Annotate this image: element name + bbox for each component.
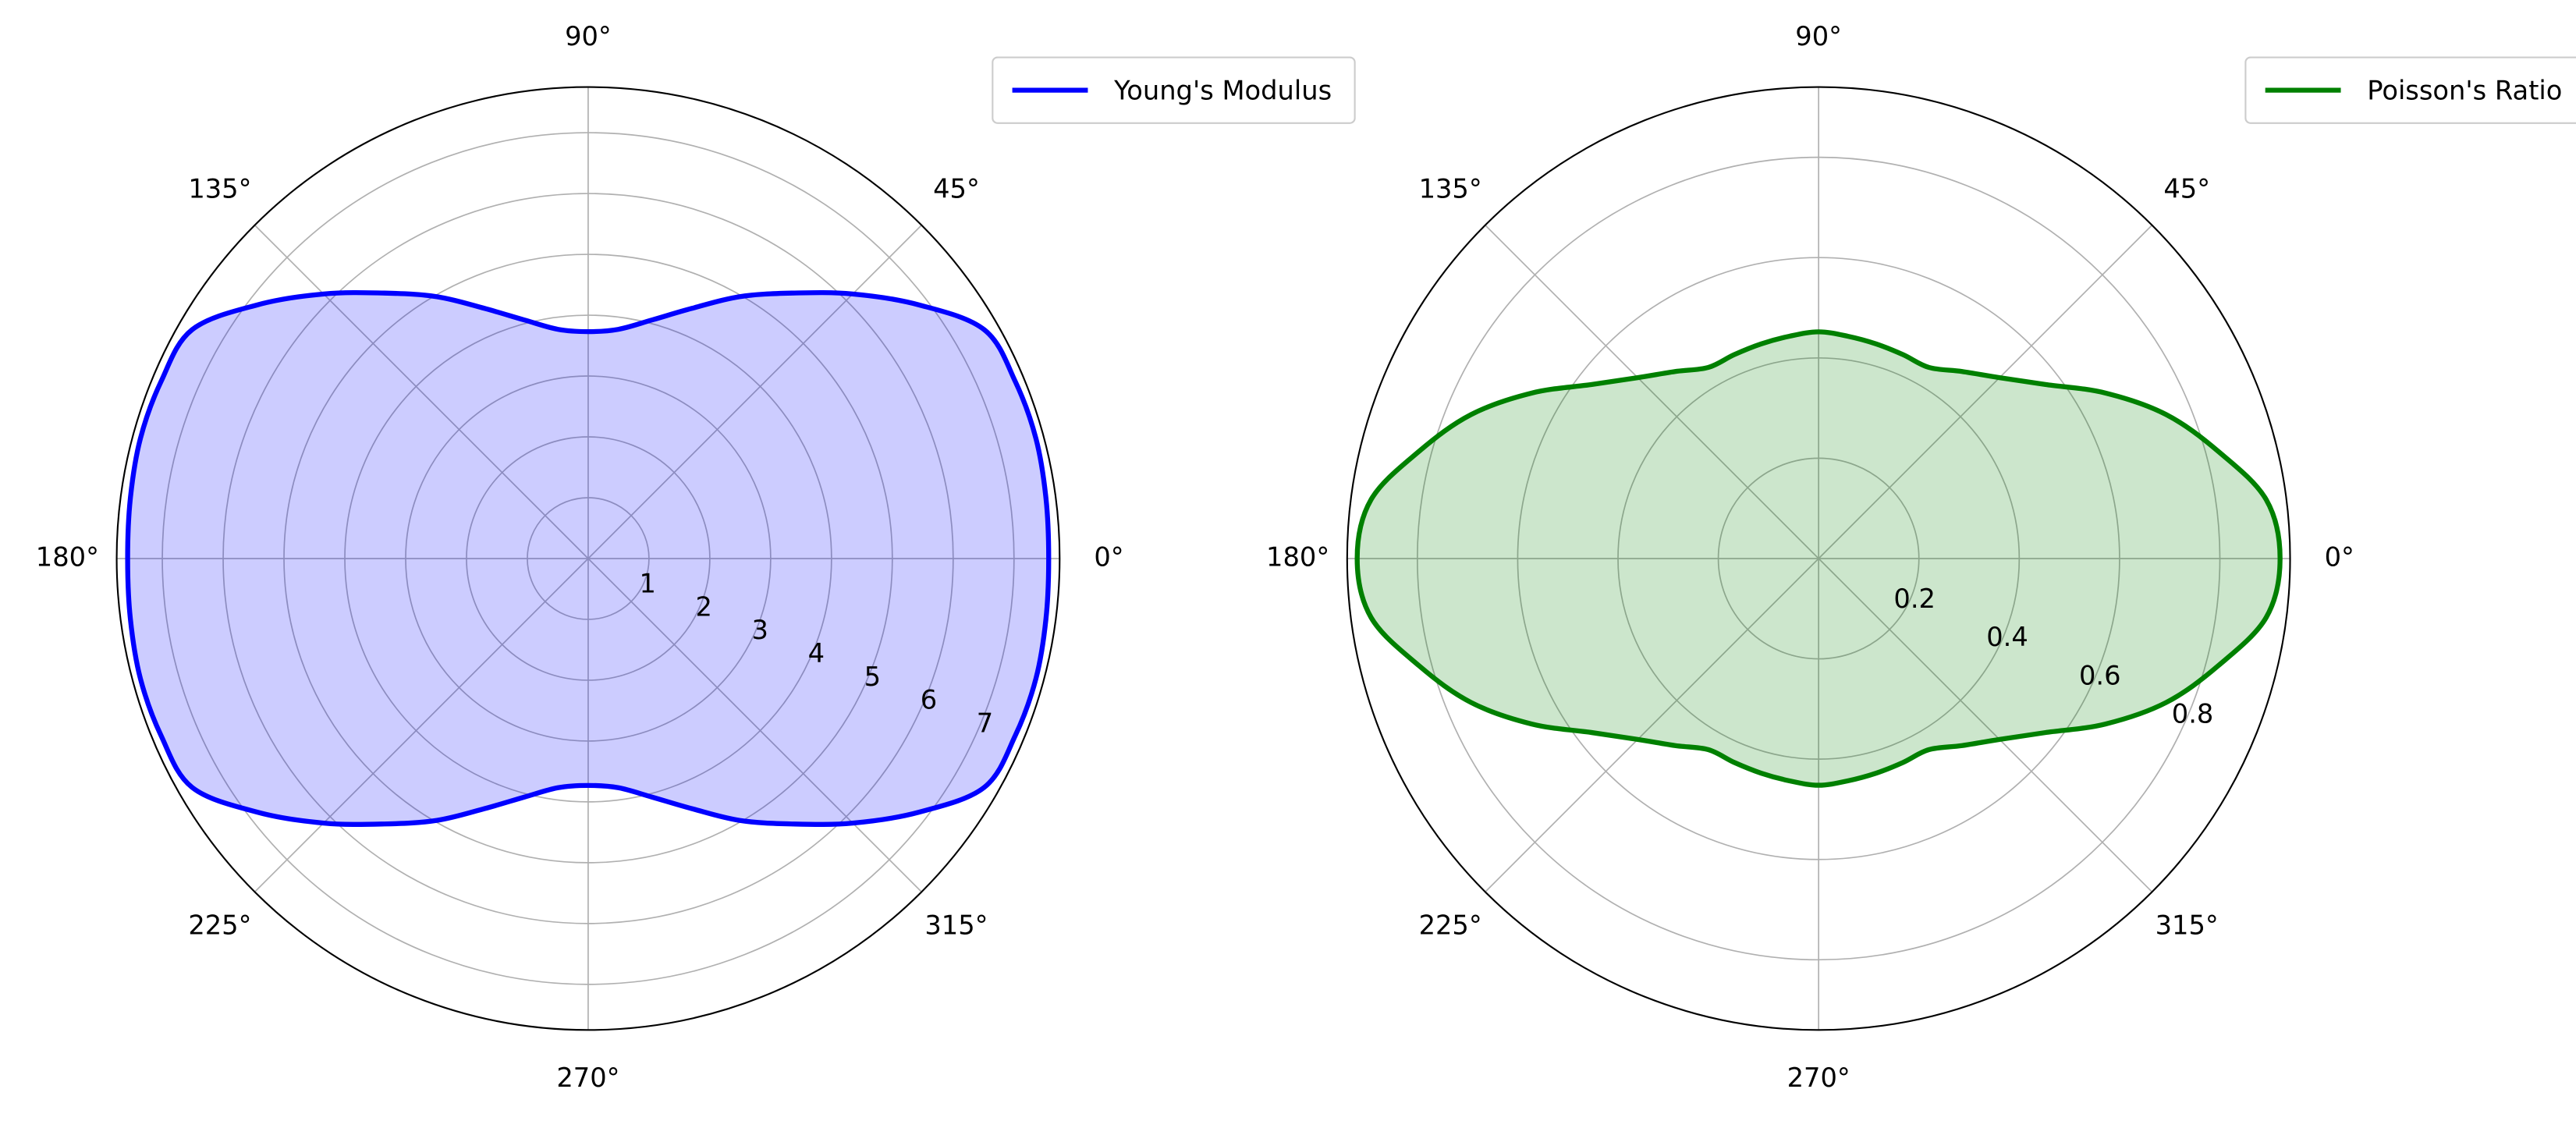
- angle-tick-label: 315°: [924, 910, 988, 940]
- angle-tick-label: 225°: [1419, 910, 1482, 940]
- polar-axes: 0° 45° 90° 135° 180° 225° 270° 315° 0.2 0.4 0.6 0.8…: [1266, 21, 2576, 1093]
- radial-grid-line: [344, 314, 832, 803]
- angle-tick-label: 270°: [1787, 1062, 1850, 1093]
- legend: Poisson's Ratio: [2244, 56, 2576, 124]
- polar-frame: [115, 86, 1061, 1031]
- radial-tick-label: 0.4: [1986, 622, 2028, 652]
- legend-box: [2244, 56, 2576, 124]
- radial-tick-label: 0.2: [1893, 584, 1936, 614]
- angle-tick-label: 0°: [1094, 541, 1123, 572]
- angular-grid-line: [587, 225, 922, 559]
- angle-tick-label: 45°: [933, 173, 980, 204]
- legend-label: Young's Modulus: [1113, 75, 1332, 105]
- angle-tick-label: 225°: [188, 910, 251, 940]
- angle-tick-label: 180°: [36, 541, 99, 572]
- angular-grid-line: [254, 225, 589, 559]
- radial-tick-label: 0.8: [2172, 699, 2214, 729]
- area-fill: [127, 293, 1049, 825]
- angle-tick-label: 180°: [1266, 541, 1329, 572]
- radial-grid-line: [161, 132, 1015, 985]
- radial-grid-line: [1416, 156, 2221, 961]
- radial-grid-line: [1717, 457, 1920, 660]
- angle-tick-label: 135°: [1419, 173, 1482, 204]
- angular-grid-line: [1818, 558, 2153, 892]
- area-fill: [1357, 332, 2280, 786]
- angular-grid-line: [254, 558, 589, 892]
- radial-tick-label: 5: [864, 662, 881, 692]
- radial-tick-label: 4: [808, 638, 825, 669]
- radial-grid-line: [283, 254, 893, 864]
- angle-tick-label: 0°: [2325, 541, 2354, 572]
- radial-grid-line: [466, 436, 711, 681]
- legend-label: Poisson's Ratio: [2367, 75, 2562, 105]
- radial-grid-line: [1517, 257, 2120, 860]
- radial-tick-label: 7: [977, 708, 993, 739]
- angle-tick-label: 135°: [188, 173, 251, 204]
- angle-tick-label: 45°: [2163, 173, 2210, 204]
- radial-grid-line: [405, 375, 772, 742]
- angle-tick-label: 90°: [1795, 21, 1842, 51]
- series-line: [1354, 329, 2283, 788]
- angular-grid-line: [1818, 225, 2153, 559]
- angle-tick-label: 315°: [2156, 910, 2219, 940]
- angle-tick-label: 90°: [565, 21, 612, 51]
- legend-box: [992, 56, 1356, 124]
- radial-grid-line: [1617, 357, 2021, 760]
- angle-tick-label: 270°: [556, 1062, 619, 1093]
- radial-tick-label: 1: [639, 569, 655, 599]
- angular-grid-line: [587, 558, 922, 892]
- radial-tick-label: 0.6: [2079, 660, 2121, 690]
- polar-axes: 0° 45° 90° 135° 180° 225° 270° 315° 1 2 3 4 5 6 7 Young…: [36, 21, 1356, 1093]
- radial-grid-line: [527, 497, 650, 620]
- radial-grid-line: [222, 193, 954, 924]
- angular-grid-line: [1485, 225, 1819, 559]
- series-line: [125, 289, 1052, 827]
- radial-tick-label: 6: [921, 685, 937, 715]
- polar-frame: [1346, 86, 2291, 1031]
- radial-tick-label: 2: [696, 591, 712, 622]
- legend: Young's Modulus: [992, 56, 1356, 124]
- angular-grid-line: [1485, 558, 1819, 892]
- radial-tick-label: 3: [752, 615, 768, 645]
